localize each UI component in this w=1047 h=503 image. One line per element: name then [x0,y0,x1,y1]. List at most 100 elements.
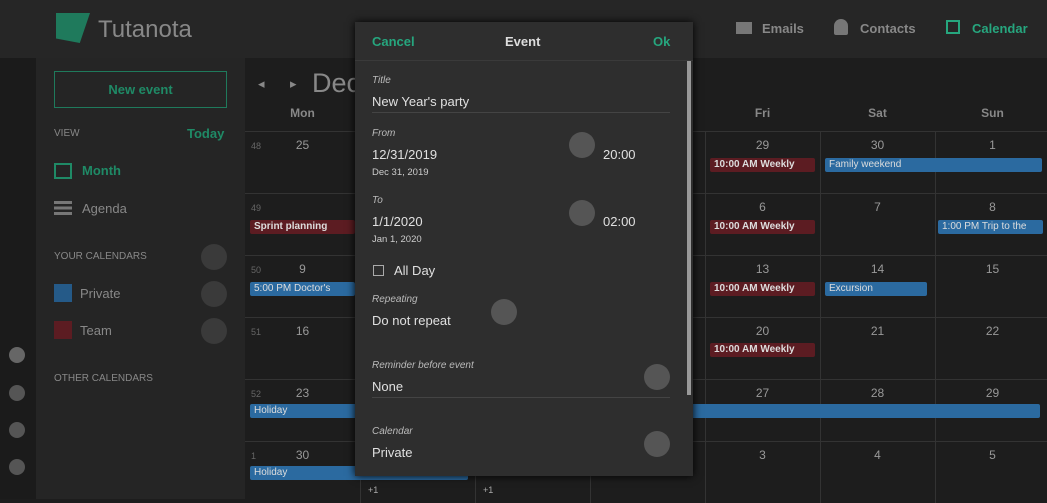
day-number: 3 [759,448,766,462]
new-event-button[interactable]: New event [54,71,227,108]
event[interactable]: 5:00 PM Doctor's [250,282,355,296]
day-number: 13 [755,262,770,276]
section-label: YOUR CALENDARS [54,251,147,262]
day-number: 7 [874,200,881,214]
day-number: 6 [759,200,766,214]
day-number: 28 [870,386,885,400]
calendar-menu[interactable] [201,318,227,344]
event[interactable]: 10:00 AM Weekly [710,282,815,296]
next-button[interactable]: ▸ [290,76,297,91]
calendar-name[interactable]: Private [80,286,121,301]
weekday: Sun [981,106,1004,120]
icon [736,22,752,34]
week-number: 1 [251,451,257,461]
month-title: Dec [312,68,361,98]
col-divider [820,441,821,503]
edit-button[interactable] [644,431,670,457]
nav-contacts[interactable]: Contacts [860,21,916,36]
from-time[interactable]: 20:00 [603,147,636,162]
day-number: 9 [299,262,306,276]
day-number: 8 [989,200,996,214]
event[interactable]: Excursion [825,282,927,296]
day-number: 15 [985,262,1000,276]
event[interactable]: 10:00 AM Weekly [710,158,815,172]
icon [54,163,72,179]
calendar-name[interactable]: Team [80,323,112,338]
col-divider [705,193,706,255]
field-label: Calendar [372,426,413,437]
nav-emails[interactable]: Emails [762,21,804,36]
calendar-menu[interactable] [201,281,227,307]
event[interactable]: 10:00 AM Weekly [710,343,815,357]
event[interactable]: 10:00 AM Weekly [710,220,815,234]
all-day-checkbox[interactable] [373,265,384,276]
to-date[interactable]: 1/1/2020 [372,214,423,229]
day-number: 23 [295,386,310,400]
share-icon[interactable] [9,385,25,401]
calendar-value: Private [372,445,413,460]
col-divider [820,131,821,193]
day-number: 25 [295,138,310,152]
section-label: VIEW [54,128,80,139]
day-number: 29 [985,386,1000,400]
from-date[interactable]: 12/31/2019 [372,147,438,162]
date-picker-button[interactable] [569,132,595,158]
field-label: Reminder before event [372,360,474,371]
field-label: From [372,128,396,139]
event[interactable]: 1:00 PM Trip to the [938,220,1043,234]
reminder-value: None [372,379,404,394]
week-number: 49 [251,203,262,213]
checkbox-label: All Day [394,263,436,278]
col-divider [705,131,706,193]
edit-button[interactable] [491,299,517,325]
to-date-text: Jan 1, 2020 [372,234,422,245]
col-divider [820,317,821,379]
week-number: 52 [251,389,262,399]
settings-icon[interactable] [9,422,25,438]
repeat-value: Do not repeat [372,313,451,328]
field-label: To [372,195,383,206]
event[interactable]: Sprint planning [250,220,355,234]
week-number: 48 [251,141,262,151]
col-divider [935,193,936,255]
col-divider [820,255,821,317]
more-events[interactable]: +1 [483,485,494,495]
col-divider [705,255,706,317]
day-number: 30 [295,448,310,462]
weekday: Sat [868,106,887,120]
logout-icon[interactable] [9,459,25,475]
weekday: Fri [754,106,771,120]
dialog-title: Event [505,34,541,49]
underline [372,397,670,398]
col-divider [705,317,706,379]
icon [946,20,960,34]
ok-button[interactable]: Ok [653,34,671,49]
day-number: 16 [295,324,310,338]
icon [54,201,72,215]
field-label: Repeating [372,294,418,305]
nav-calendar[interactable]: Calendar [972,21,1028,36]
edit-button[interactable] [644,364,670,390]
day-number: 27 [755,386,770,400]
from-date-text: Dec 31, 2019 [372,167,429,178]
more-events[interactable]: +1 [368,485,379,495]
day-number: 21 [870,324,885,338]
view-month[interactable]: Month [82,163,121,178]
divider [355,60,693,61]
calendar-color [54,321,72,339]
day-number: 14 [870,262,885,276]
day-number: 1 [989,138,996,152]
today-button[interactable]: Today [187,126,225,141]
title-input[interactable]: New Year's party [372,94,470,109]
cancel-button[interactable]: Cancel [372,34,415,49]
to-time[interactable]: 02:00 [603,214,636,229]
prev-button[interactable]: ◂ [258,76,265,91]
event[interactable]: Family weekend [825,158,1042,172]
date-picker-button[interactable] [569,200,595,226]
add-calendar[interactable] [201,244,227,270]
help-icon[interactable] [9,347,25,363]
logo: Tutanota [98,16,192,43]
view-agenda[interactable]: Agenda [82,201,127,216]
week-number: 50 [251,265,262,275]
scrollbar [687,60,691,395]
